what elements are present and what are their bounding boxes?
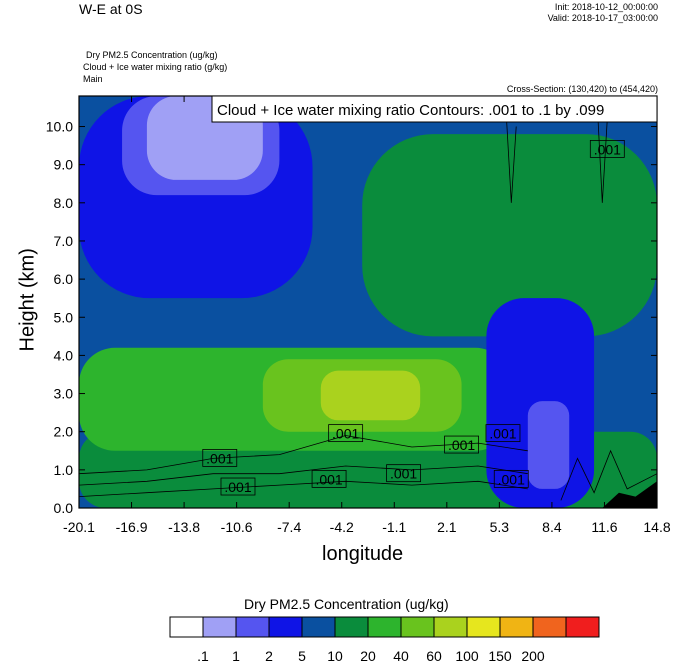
colorbar-swatch bbox=[202, 616, 237, 638]
contour-labels: .001 .001 .001 .001 .001 .001 .001 .001 .001 bbox=[202, 140, 625, 496]
contour-line bbox=[597, 107, 608, 203]
colorbar-swatch bbox=[565, 616, 600, 638]
colorbar-swatch bbox=[466, 616, 501, 638]
y-tick-label: 3.0 bbox=[54, 386, 74, 402]
colorbar-swatch bbox=[268, 616, 303, 638]
field-description-cloud: Cloud + Ice water mixing ratio (g/kg) bbox=[83, 62, 228, 72]
y-tick-label: 8.0 bbox=[54, 195, 74, 211]
contour-line bbox=[560, 449, 657, 501]
contour-label: .001 bbox=[332, 426, 359, 442]
contour-label: .001 bbox=[224, 479, 251, 495]
x-axis-label: longitude bbox=[322, 543, 404, 565]
contour-label-box bbox=[589, 140, 625, 158]
x-tick-label: 11.6 bbox=[591, 519, 617, 535]
colorbar-swatch bbox=[169, 616, 204, 638]
colorbar-label: .1 bbox=[197, 648, 209, 664]
y-axis-label: Height (km) bbox=[16, 248, 39, 352]
colorbar-swatch bbox=[532, 616, 567, 638]
contour-label-box bbox=[328, 424, 364, 443]
contour-label-box bbox=[202, 449, 238, 467]
valid-time: Valid: 2018-10-17_03:00:00 bbox=[547, 13, 658, 23]
colorbar-swatch bbox=[367, 616, 402, 638]
colorbar-label: 40 bbox=[393, 648, 409, 664]
contour-label: .001 bbox=[390, 466, 417, 482]
colorbar-label: 100 bbox=[455, 648, 479, 664]
terrain-fill bbox=[602, 481, 657, 508]
x-tick-label: -4.2 bbox=[330, 519, 354, 535]
y-tick-label: 10.0 bbox=[46, 119, 73, 135]
contour-label: .001 bbox=[315, 471, 342, 487]
contour-label-box bbox=[444, 435, 479, 454]
y-tick-label: 2.0 bbox=[54, 424, 74, 440]
cross-section-label: Cross-Section: (130,420) to (454,420) bbox=[506, 84, 658, 94]
y-tick-label: 9.0 bbox=[54, 157, 74, 173]
x-tick-label: 14.8 bbox=[643, 519, 670, 535]
contour-line bbox=[79, 480, 528, 497]
contour-label-box bbox=[485, 424, 521, 443]
y-tick-label: 4.0 bbox=[54, 347, 74, 363]
y-tick-label: 5.0 bbox=[54, 309, 74, 325]
colorbar-swatch bbox=[499, 616, 534, 638]
axes: -20.1 -16.9 -13.8 -10.6 -7.4 -4.2 -1.1 2.1 5.3 8.… bbox=[46, 96, 671, 535]
contour-line bbox=[79, 435, 528, 475]
colorbar-swatch bbox=[433, 616, 468, 638]
y-tick-label: 6.0 bbox=[54, 271, 74, 287]
colorbar-label: 2 bbox=[265, 648, 273, 664]
x-tick-label: -1.1 bbox=[382, 519, 406, 535]
colorbar-swatch bbox=[301, 616, 336, 638]
y-tick-label: 1.0 bbox=[54, 462, 74, 478]
contour-label: .001 bbox=[206, 450, 233, 466]
contour-label-box bbox=[493, 469, 529, 488]
y-tick-label: 7.0 bbox=[54, 233, 74, 249]
x-tick-label: -16.9 bbox=[116, 519, 148, 535]
init-time: Init: 2018-10-12_00:00:00 bbox=[554, 2, 658, 12]
contour-label: .001 bbox=[498, 471, 525, 487]
contour-label-box bbox=[311, 469, 347, 488]
contour-title: Cloud + Ice water mixing ratio Contours:… bbox=[217, 102, 604, 119]
x-tick-label: -10.6 bbox=[221, 519, 253, 535]
field-description-main: Main bbox=[83, 74, 103, 84]
colorbar-label: 60 bbox=[426, 648, 442, 664]
field-region-20 bbox=[362, 134, 657, 337]
contour-line bbox=[505, 115, 517, 203]
contour-label: .001 bbox=[489, 426, 516, 442]
colorbar: .1 1 2 5 10 20 40 60 100 150 200 bbox=[169, 616, 600, 664]
colorbar-title: Dry PM2.5 Concentration (ug/kg) bbox=[244, 596, 449, 612]
colorbar-label: 20 bbox=[360, 648, 376, 664]
field-region-2 bbox=[527, 401, 570, 489]
colorbar-swatch bbox=[400, 616, 435, 638]
contour-line bbox=[79, 465, 528, 486]
x-tick-label: 8.4 bbox=[542, 519, 562, 535]
colorbar-swatch bbox=[334, 616, 369, 638]
colorbar-swatch bbox=[235, 616, 270, 638]
x-tick-label: 5.3 bbox=[490, 519, 510, 535]
x-tick-label: -13.8 bbox=[168, 519, 200, 535]
x-tick-label: -7.4 bbox=[277, 519, 301, 535]
colorbar-label: 1 bbox=[232, 648, 240, 664]
field-region-100 bbox=[320, 370, 421, 421]
x-tick-label: 2.1 bbox=[437, 519, 457, 535]
colorbar-label: 10 bbox=[327, 648, 343, 664]
cloud-contours bbox=[79, 107, 657, 508]
pm25-field bbox=[79, 96, 657, 508]
x-tick-label: -20.1 bbox=[63, 519, 95, 535]
contour-label: .001 bbox=[448, 437, 475, 453]
contour-title-box: Cloud + Ice water mixing ratio Contours:… bbox=[211, 95, 658, 123]
y-tick-label: 0.0 bbox=[54, 500, 74, 516]
colorbar-label: 200 bbox=[521, 648, 545, 664]
chart-title: W-E at 0S bbox=[79, 1, 143, 17]
contour-label: .001 bbox=[594, 141, 621, 157]
field-description-pm25: Dry PM2.5 Concentration (ug/kg) bbox=[86, 50, 218, 60]
colorbar-label: 150 bbox=[488, 648, 512, 664]
colorbar-label: 5 bbox=[298, 648, 306, 664]
contour-label-box bbox=[386, 464, 422, 483]
contour-label-box bbox=[220, 477, 256, 496]
